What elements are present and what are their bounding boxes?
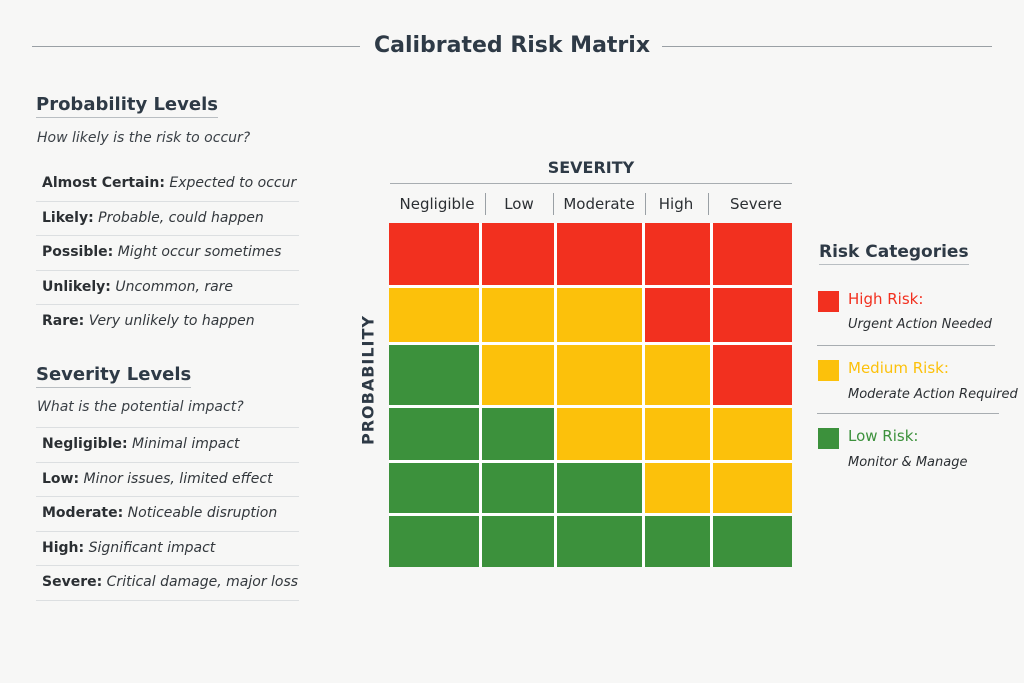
legend-divider	[817, 413, 999, 414]
legend-heading: Risk Categories	[819, 242, 969, 265]
matrix-cell-medium	[644, 462, 710, 513]
list-item: High: Significant impact	[36, 532, 299, 566]
list-item: Low: Minor issues, limited effect	[36, 463, 299, 497]
matrix-cell-medium	[712, 407, 792, 460]
list-item: Moderate: Noticeable disruption	[36, 497, 299, 532]
title-rule-right	[662, 46, 992, 47]
list-item: Possible: Might occur sometimes	[36, 236, 299, 271]
matrix-cell-medium	[556, 344, 642, 405]
list-item: Negligible: Minimal impact	[36, 428, 299, 463]
matrix-cell-low	[556, 462, 642, 513]
column-header: Moderate	[563, 195, 635, 213]
matrix-cell-low	[481, 462, 554, 513]
column-separator	[485, 193, 486, 215]
matrix-cell-high	[712, 287, 792, 342]
list-item: Rare: Very unlikely to happen	[42, 313, 255, 329]
column-header: Severe	[730, 195, 782, 213]
matrix-cell-medium	[481, 287, 554, 342]
probability-list: Almost Certain: Expected to occur Likely…	[36, 167, 299, 339]
risk-matrix-grid	[389, 223, 792, 567]
column-separator	[553, 193, 554, 215]
matrix-cell-low	[712, 515, 792, 567]
page-title: Calibrated Risk Matrix	[373, 33, 651, 58]
severity-heading: Severity Levels	[36, 364, 192, 388]
matrix-cell-medium	[644, 407, 710, 460]
list-item: Likely: Probable, could happen	[36, 202, 299, 236]
column-header: Negligible	[399, 195, 475, 213]
matrix-cell-high	[644, 287, 710, 342]
high-risk-desc: Urgent Action Needed	[848, 317, 992, 332]
matrix-cell-high	[556, 223, 642, 285]
high-risk-swatch	[818, 291, 839, 312]
legend-divider	[817, 345, 995, 346]
probability-heading: Probability Levels	[36, 94, 218, 118]
low-risk-swatch	[818, 428, 839, 449]
matrix-cell-low	[481, 407, 554, 460]
matrix-cell-medium	[389, 287, 479, 342]
title-rule-left	[32, 46, 360, 47]
medium-risk-swatch	[818, 360, 839, 381]
matrix-cell-high	[644, 223, 710, 285]
matrix-cell-medium	[644, 344, 710, 405]
high-risk-label: High Risk:	[848, 290, 924, 308]
matrix-cell-medium	[556, 407, 642, 460]
probability-axis-label: PROBABILITY	[358, 314, 378, 446]
matrix-cell-low	[389, 344, 479, 405]
matrix-cell-low	[389, 462, 479, 513]
list-item: Unlikely: Uncommon, rare	[36, 271, 299, 305]
list-item: Almost Certain: Expected to occur	[36, 167, 299, 202]
column-header: Low	[504, 195, 534, 213]
medium-risk-label: Medium Risk:	[848, 359, 949, 377]
matrix-cell-low	[389, 515, 479, 567]
severity-axis-label: SEVERITY	[547, 158, 635, 177]
probability-question: How likely is the risk to occur?	[37, 130, 251, 146]
low-risk-desc: Monitor & Manage	[848, 455, 968, 470]
matrix-cell-high	[712, 223, 792, 285]
matrix-cell-medium	[481, 344, 554, 405]
matrix-cell-high	[712, 344, 792, 405]
matrix-cell-low	[556, 515, 642, 567]
column-separator	[708, 193, 709, 215]
severity-list: Negligible: Minimal impact Low: Minor is…	[36, 427, 299, 601]
severity-question: What is the potential impact?	[37, 399, 244, 415]
matrix-cell-medium	[556, 287, 642, 342]
medium-risk-desc: Moderate Action Required	[848, 387, 1018, 402]
column-header: High	[658, 195, 694, 213]
severity-axis-rule	[390, 183, 792, 184]
column-separator	[645, 193, 646, 215]
matrix-cell-medium	[712, 462, 792, 513]
matrix-cell-low	[389, 407, 479, 460]
matrix-cell-high	[481, 223, 554, 285]
matrix-cell-low	[644, 515, 710, 567]
low-risk-label: Low Risk:	[848, 427, 919, 445]
matrix-cell-high	[389, 223, 479, 285]
matrix-cell-low	[481, 515, 554, 567]
list-item: Severe: Critical damage, major loss	[36, 566, 299, 601]
